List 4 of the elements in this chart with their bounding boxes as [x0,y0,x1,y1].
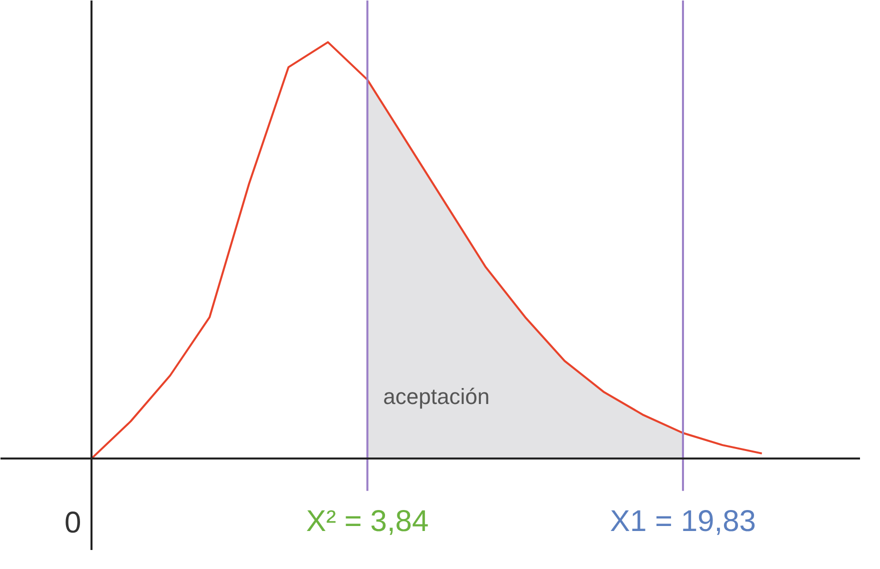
x-tick-label: X² = 3,84 [306,504,429,538]
x-tick-label: 0 [64,506,82,540]
annotation: aceptación [383,384,490,409]
x-tick-label: X1 = 19,83 [610,504,756,538]
